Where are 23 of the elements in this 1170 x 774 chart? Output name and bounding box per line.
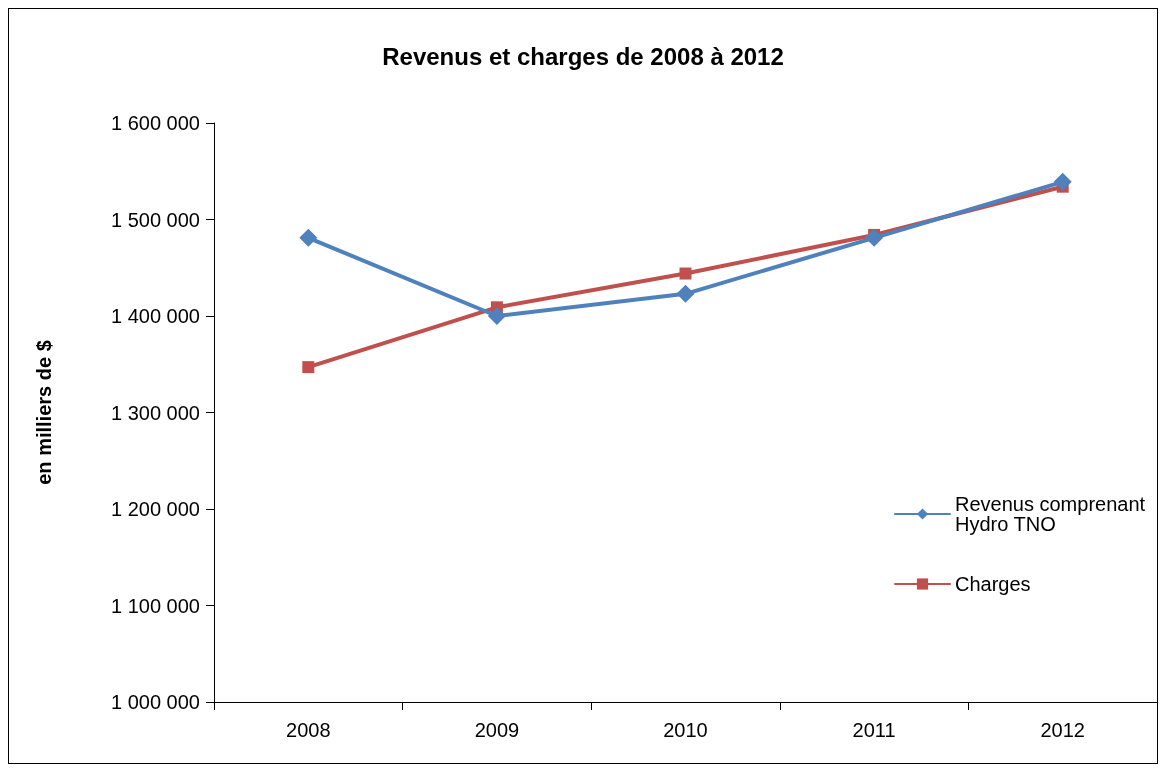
point [302, 361, 315, 374]
y-tick-label: 1 300 000 [111, 401, 200, 424]
y-tick-label: 1 000 000 [111, 691, 200, 713]
legend-label: Charges [955, 573, 1031, 595]
y-tick-label: 1 200 000 [111, 498, 200, 520]
x-tick-label: 2010 [663, 719, 708, 741]
x-tick-label: 2008 [286, 719, 331, 741]
point [1053, 172, 1072, 191]
y-tick-label: 1 400 000 [111, 305, 200, 327]
chart-title: Revenus et charges de 2008 à 2012 [382, 42, 784, 70]
point [487, 307, 506, 325]
y-tick-label: 1 600 000 [111, 112, 200, 134]
point [299, 228, 318, 247]
point [676, 284, 695, 303]
point [865, 228, 884, 247]
point [679, 267, 692, 280]
y-axis-title: en milliers de $ [33, 340, 55, 485]
x-tick-label: 2011 [852, 719, 896, 741]
y-tick-label: 1 100 000 [111, 594, 200, 617]
legend-label: Revenus comprenant Hydro TNO [955, 493, 1151, 535]
x-tick-label: 2009 [474, 719, 520, 741]
y-tick-label: 1 500 000 [111, 208, 200, 231]
x-tick-label: 2012 [1040, 719, 1085, 741]
